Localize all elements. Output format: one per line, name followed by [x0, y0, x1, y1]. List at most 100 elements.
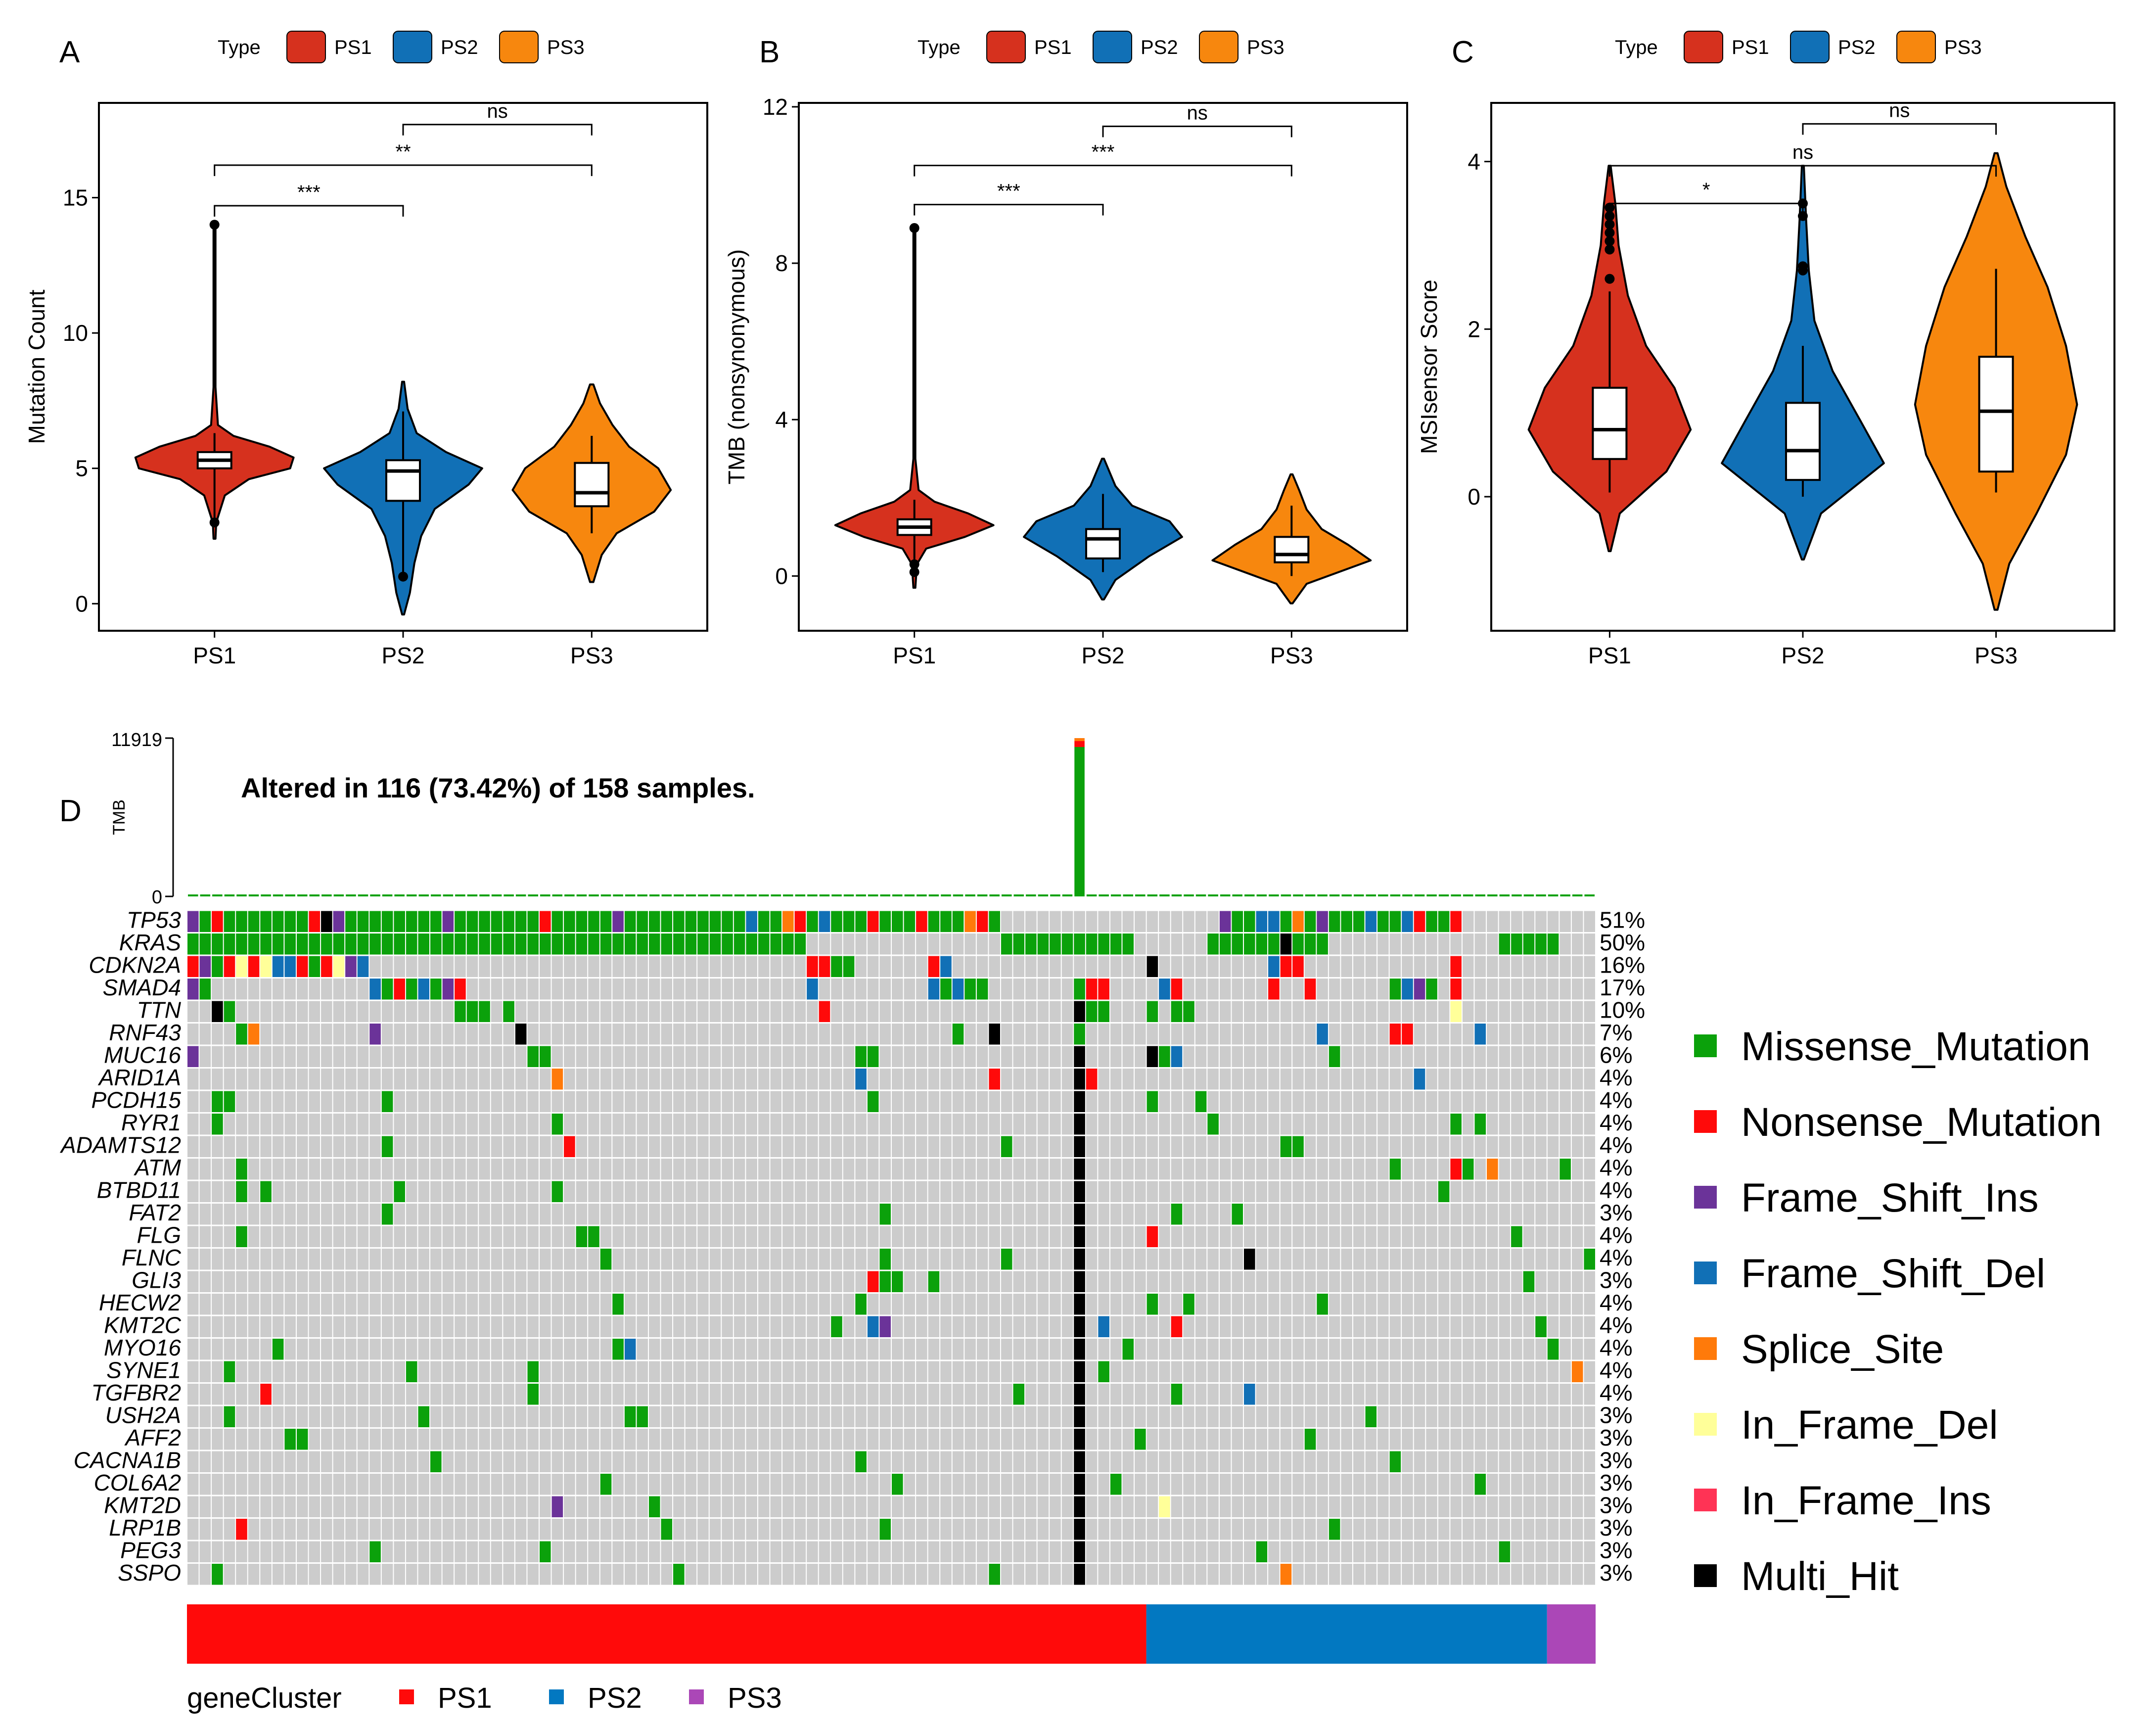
grid-cell [1317, 956, 1328, 977]
grid-cell [1268, 1136, 1280, 1157]
grid-cell [782, 1451, 794, 1472]
grid-cell [333, 1159, 345, 1180]
grid-cell [904, 1429, 916, 1450]
grid-cell [515, 1429, 527, 1450]
outlier-point [1605, 274, 1615, 284]
grid-cell [1013, 979, 1025, 1000]
grid-cell [381, 1046, 393, 1067]
mutation-cell [952, 979, 964, 1000]
grid-cell [455, 1204, 466, 1225]
grid-cell [479, 1474, 490, 1495]
grid-cell [1499, 1496, 1511, 1517]
mutation-cell [722, 934, 733, 955]
grid-cell [758, 1564, 770, 1585]
grid-cell [1414, 1474, 1425, 1495]
legend-label-PS2: PS2 [1141, 37, 1178, 58]
gene-percent: 3% [1600, 1267, 1632, 1293]
grid-cell [466, 1181, 478, 1202]
grid-cell [321, 1316, 332, 1337]
grid-cell [442, 1316, 454, 1337]
grid-cell [1086, 1496, 1098, 1517]
grid-cell [1438, 1091, 1450, 1112]
grid-cell [600, 979, 612, 1000]
grid-cell [964, 1564, 976, 1585]
grid-cell [503, 1474, 514, 1495]
grid-cell [1280, 1024, 1292, 1045]
grid-cell [697, 1091, 709, 1112]
grid-cell [1135, 1474, 1146, 1495]
grid-cell [661, 1159, 673, 1180]
grid-cell [345, 979, 357, 1000]
grid-cell [1037, 1091, 1049, 1112]
grid-cell [296, 1384, 308, 1405]
grid-cell [1244, 1001, 1255, 1022]
gene-label: PCDH15 [91, 1087, 181, 1113]
mutation-cell [989, 911, 1000, 932]
grid-cell [928, 1069, 940, 1090]
grid-cell [892, 1429, 903, 1450]
grid-cell [1183, 1114, 1194, 1135]
grid-cell [782, 1046, 794, 1067]
legend-label-PS3: PS3 [547, 37, 585, 58]
grid-cell [989, 1406, 1000, 1427]
grid-cell [916, 1069, 927, 1090]
grid-cell [430, 1226, 442, 1247]
grid-cell [1171, 1226, 1183, 1247]
grid-cell [381, 956, 393, 977]
tmb-bar [1171, 894, 1182, 896]
grid-cell [1050, 1114, 1061, 1135]
grid-cell [794, 1159, 806, 1180]
mutation-cell [333, 934, 345, 955]
grid-cell [1304, 1136, 1316, 1157]
grid-cell [527, 1091, 539, 1112]
grid-cell [1584, 1271, 1595, 1292]
grid-cell [685, 1316, 697, 1337]
grid-cell [928, 1204, 940, 1225]
grid-cell [661, 1136, 673, 1157]
gene-percent: 3% [1600, 1470, 1632, 1496]
grid-cell [479, 1271, 490, 1292]
grid-cell [1304, 1046, 1316, 1067]
grid-cell [709, 1249, 721, 1270]
legend-key-PS2 [1790, 31, 1830, 63]
grid-cell [1426, 934, 1437, 955]
grid-cell [843, 1091, 855, 1112]
grid-cell [1244, 1114, 1255, 1135]
mutation-cell [381, 1204, 393, 1225]
grid-cell [1013, 1069, 1025, 1090]
grid-cell [1547, 1316, 1559, 1337]
grid-cell [199, 1136, 211, 1157]
grid-cell [1571, 1384, 1583, 1405]
grid-cell [1584, 1541, 1595, 1562]
mutation-cell [540, 934, 551, 955]
grid-cell [867, 956, 879, 977]
grid-cell [466, 1046, 478, 1067]
grid-cell [345, 1091, 357, 1112]
grid-cell [515, 979, 527, 1000]
tmb-bar [1184, 894, 1194, 896]
grid-cell [1061, 1226, 1073, 1247]
mutation-cell [1256, 934, 1268, 955]
box-iqr [1085, 528, 1121, 560]
grid-cell [1487, 1339, 1498, 1360]
grid-cell [1086, 1474, 1098, 1495]
y-tick-label: 5 [75, 456, 88, 481]
grid-cell [1268, 1181, 1280, 1202]
grid-cell [1244, 1451, 1255, 1472]
tmb-bar [917, 894, 927, 896]
grid-cell [1584, 1001, 1595, 1022]
grid-cell [1147, 1271, 1158, 1292]
grid-cell [1110, 1361, 1122, 1382]
x-tick-label: PS2 [382, 643, 425, 668]
grid-cell [1389, 1069, 1401, 1090]
grid-cell [637, 1294, 648, 1315]
grid-cell [722, 1316, 733, 1337]
mutation-cell [892, 1474, 903, 1495]
grid-cell [564, 1429, 575, 1450]
grid-cell [964, 1046, 976, 1067]
grid-cell [199, 1451, 211, 1472]
grid-cell [770, 1541, 782, 1562]
grid-cell [734, 1541, 745, 1562]
grid-cell [976, 1451, 988, 1472]
tmb-bar [771, 894, 781, 896]
